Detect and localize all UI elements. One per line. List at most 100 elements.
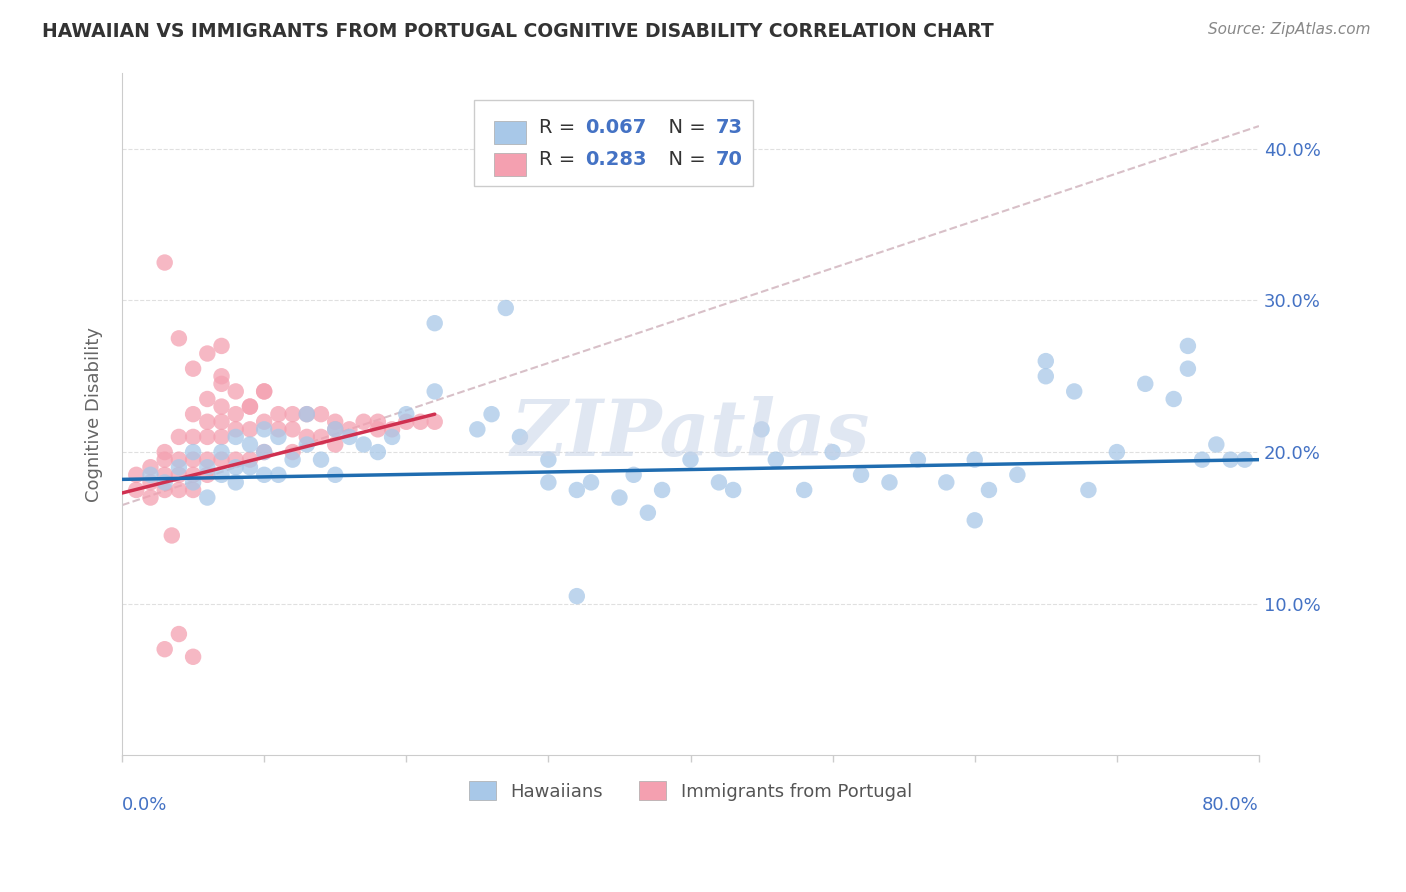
Point	[195, 346, 218, 360]
Point	[211, 415, 233, 429]
Point	[195, 415, 218, 429]
Point	[565, 589, 588, 603]
Point	[339, 430, 361, 444]
Point	[167, 467, 190, 482]
Point	[167, 483, 190, 497]
Point	[139, 475, 162, 490]
Point	[139, 467, 162, 482]
Point	[879, 475, 901, 490]
Point	[935, 475, 957, 490]
Legend: Hawaiians, Immigrants from Portugal: Hawaiians, Immigrants from Portugal	[461, 774, 920, 808]
Point	[1219, 452, 1241, 467]
Point	[153, 467, 176, 482]
Point	[1063, 384, 1085, 399]
Point	[963, 452, 986, 467]
Point	[1135, 376, 1157, 391]
Point	[239, 422, 262, 436]
Point	[239, 460, 262, 475]
Point	[295, 407, 318, 421]
Point	[167, 430, 190, 444]
Bar	[494, 153, 526, 176]
Point	[153, 255, 176, 269]
Point	[181, 445, 204, 459]
Point	[323, 437, 346, 451]
Text: R =: R =	[540, 150, 582, 169]
Point	[679, 452, 702, 467]
Point	[181, 467, 204, 482]
Point	[495, 301, 517, 315]
Text: 70: 70	[716, 150, 742, 169]
Point	[267, 422, 290, 436]
Point	[323, 422, 346, 436]
Point	[977, 483, 1000, 497]
Point	[153, 445, 176, 459]
Text: R =: R =	[540, 118, 582, 137]
Point	[181, 475, 204, 490]
Point	[481, 407, 503, 421]
Point	[195, 491, 218, 505]
Point	[225, 407, 247, 421]
Point	[609, 491, 631, 505]
Point	[1105, 445, 1128, 459]
Point	[565, 483, 588, 497]
Point	[395, 415, 418, 429]
Point	[167, 331, 190, 345]
Point	[1007, 467, 1029, 482]
Point	[721, 483, 744, 497]
Point	[239, 452, 262, 467]
Point	[537, 452, 560, 467]
Point	[211, 445, 233, 459]
Point	[1177, 361, 1199, 376]
Point	[465, 422, 488, 436]
Point	[253, 445, 276, 459]
Text: Source: ZipAtlas.com: Source: ZipAtlas.com	[1208, 22, 1371, 37]
Point	[409, 415, 432, 429]
Point	[167, 452, 190, 467]
Point	[323, 415, 346, 429]
Point	[821, 445, 844, 459]
Point	[211, 400, 233, 414]
FancyBboxPatch shape	[474, 100, 754, 186]
Point	[139, 491, 162, 505]
Point	[195, 467, 218, 482]
Point	[253, 384, 276, 399]
Point	[323, 422, 346, 436]
Point	[211, 339, 233, 353]
Point	[765, 452, 787, 467]
Point	[153, 483, 176, 497]
Point	[579, 475, 602, 490]
Point	[353, 437, 375, 451]
Text: 0.283: 0.283	[585, 150, 647, 169]
Point	[167, 460, 190, 475]
Text: 0.067: 0.067	[585, 118, 645, 137]
Point	[849, 467, 872, 482]
Text: N =: N =	[657, 118, 713, 137]
Point	[195, 452, 218, 467]
Text: 80.0%: 80.0%	[1202, 797, 1258, 814]
Point	[167, 627, 190, 641]
Point	[295, 437, 318, 451]
Point	[907, 452, 929, 467]
Point	[181, 452, 204, 467]
Point	[195, 460, 218, 475]
Point	[295, 407, 318, 421]
Point	[1077, 483, 1099, 497]
Point	[153, 452, 176, 467]
Point	[281, 452, 304, 467]
Point	[267, 407, 290, 421]
Point	[239, 437, 262, 451]
Point	[323, 467, 346, 482]
Text: 73: 73	[716, 118, 742, 137]
Point	[637, 506, 659, 520]
Text: N =: N =	[657, 150, 713, 169]
Point	[1035, 354, 1057, 368]
Point	[1177, 339, 1199, 353]
Point	[423, 384, 446, 399]
Point	[1233, 452, 1256, 467]
Point	[211, 452, 233, 467]
Point	[423, 316, 446, 330]
Point	[309, 430, 332, 444]
Y-axis label: Cognitive Disability: Cognitive Disability	[86, 326, 103, 501]
Point	[509, 430, 531, 444]
Point	[225, 384, 247, 399]
